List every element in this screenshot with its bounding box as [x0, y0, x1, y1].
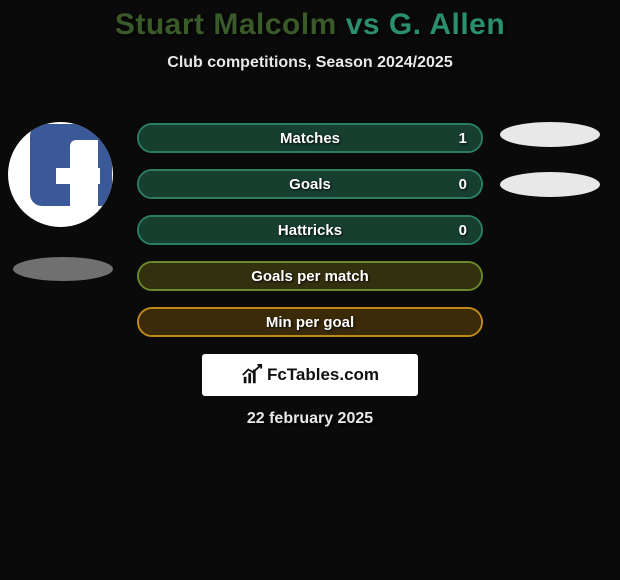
player2-label-2 [500, 172, 600, 197]
stat-bar-value: 1 [459, 130, 467, 147]
stat-bar: Goals 0 [137, 169, 483, 199]
date-text: 22 february 2025 [0, 410, 620, 428]
stats-bars: Matches 1 Goals 0 Hattricks 0 Goals per match M… [137, 123, 483, 353]
stat-bar-label: Hattricks [278, 222, 342, 239]
watermark: FcTables.com [202, 354, 418, 396]
chart-icon [241, 364, 263, 386]
player1-panel [8, 122, 118, 281]
player2-name: G. Allen [389, 8, 505, 41]
stat-bar-label: Matches [280, 130, 340, 147]
stat-bar: Matches 1 [137, 123, 483, 153]
watermark-text: FcTables.com [267, 365, 379, 385]
comparison-title: Stuart Malcolm vs G. Allen [0, 0, 620, 42]
stat-bar: Goals per match [137, 261, 483, 291]
player2-panel [500, 122, 610, 197]
player1-name-label [13, 257, 113, 281]
stat-bar-value: 0 [459, 222, 467, 239]
stat-bar-label: Goals per match [251, 268, 369, 285]
player1-avatar [8, 122, 113, 227]
vs-text: vs [346, 8, 380, 41]
player2-label-1 [500, 122, 600, 147]
stat-bar: Hattricks 0 [137, 215, 483, 245]
stat-bar-label: Goals [289, 176, 331, 193]
player1-name: Stuart Malcolm [115, 8, 337, 41]
stat-bar-label: Min per goal [266, 314, 354, 331]
stat-bar: Min per goal [137, 307, 483, 337]
competition-subtitle: Club competitions, Season 2024/2025 [0, 54, 620, 72]
stat-bar-value: 0 [459, 176, 467, 193]
